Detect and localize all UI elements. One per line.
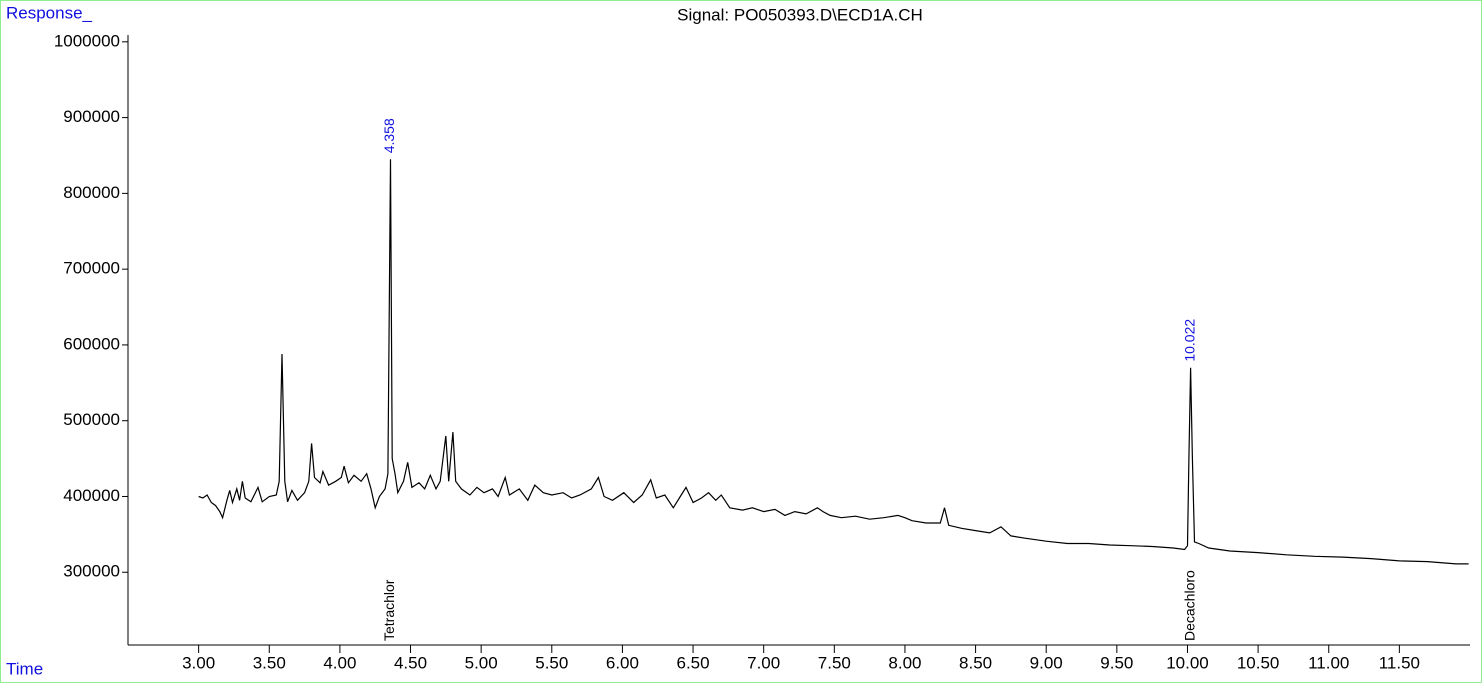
x-tick-label: 10.00: [1166, 653, 1209, 672]
compound-label: Tetrachlor: [381, 579, 397, 641]
x-tick-label: 8.50: [959, 653, 992, 672]
y-tick-label: 1000000: [54, 31, 120, 50]
x-tick-label: 5.00: [465, 653, 498, 672]
y-tick-label: 900000: [63, 107, 120, 126]
x-tick-label: 5.50: [535, 653, 568, 672]
x-tick-label: 7.00: [747, 653, 780, 672]
x-tick-label: 9.50: [1100, 653, 1133, 672]
x-axis-label: Time: [6, 659, 43, 678]
signal-trace: [198, 159, 1469, 565]
x-tick-label: 6.50: [677, 653, 710, 672]
x-tick-label: 11.00: [1308, 653, 1349, 672]
y-tick-label: 800000: [63, 183, 120, 202]
chart-title: Signal: PO050393.D\ECD1A.CH: [677, 5, 923, 24]
x-tick-label: 4.50: [394, 653, 427, 672]
y-tick-label: 500000: [63, 410, 120, 429]
x-tick-label: 11.50: [1379, 653, 1420, 672]
peak-label: 10.022: [1181, 319, 1197, 362]
y-axis-label: Response_: [6, 3, 93, 22]
x-tick-label: 3.50: [253, 653, 286, 672]
compound-label: Decachloro: [1181, 570, 1197, 641]
y-tick-label: 600000: [63, 334, 120, 353]
x-tick-label: 8.00: [888, 653, 921, 672]
x-tick-label: 10.50: [1237, 653, 1280, 672]
x-tick-label: 9.00: [1030, 653, 1063, 672]
x-tick-label: 6.00: [606, 653, 639, 672]
y-tick-label: 700000: [63, 259, 120, 278]
x-tick-label: 4.00: [323, 653, 356, 672]
y-tick-label: 400000: [63, 486, 120, 505]
x-tick-label: 7.50: [818, 653, 851, 672]
y-tick-label: 300000: [63, 562, 120, 581]
peak-label: 4.358: [381, 118, 397, 153]
x-tick-label: 3.00: [182, 653, 215, 672]
